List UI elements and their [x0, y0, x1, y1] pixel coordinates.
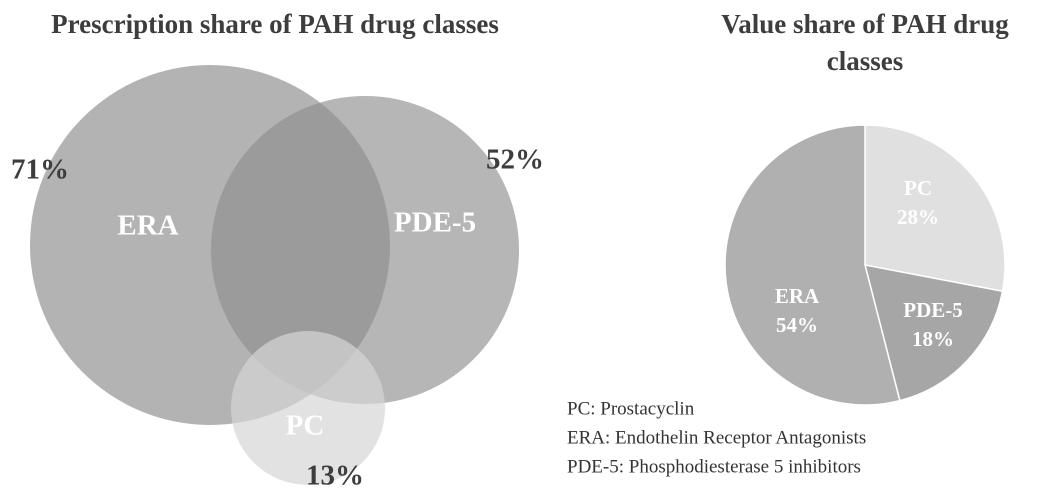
- set-label: PC: [286, 410, 325, 442]
- pie-slice: [864, 124, 1006, 293]
- pie-slice: [724, 124, 901, 406]
- slice-value: 54%: [776, 313, 818, 337]
- value-label: 13%: [306, 460, 364, 489]
- value-label: 71%: [11, 154, 69, 186]
- legend-entry: ERA: Endothelin Receptor Antagonists: [567, 427, 866, 448]
- set-label: PDE-5: [394, 207, 476, 239]
- venn-circle: [230, 330, 386, 486]
- legend-entry: PC: Prostacyclin: [567, 398, 695, 419]
- slice-value: 28%: [897, 205, 939, 229]
- venn-title: Prescription share of PAH drug classes: [51, 9, 499, 39]
- venn-circle: [210, 95, 520, 405]
- pie-slice: [863, 264, 1004, 402]
- slice-name: PC: [904, 176, 932, 200]
- value-label: 52%: [486, 144, 544, 176]
- slice-name: PDE-5: [903, 298, 963, 322]
- slice-name: ERA: [775, 284, 820, 308]
- set-label: ERA: [117, 210, 178, 242]
- pie-title: Value share of PAH drug classes: [721, 9, 1009, 76]
- legend-entry: PDE-5: Phosphodiesterase 5 inhibitors: [567, 456, 861, 477]
- slice-value: 18%: [912, 327, 954, 351]
